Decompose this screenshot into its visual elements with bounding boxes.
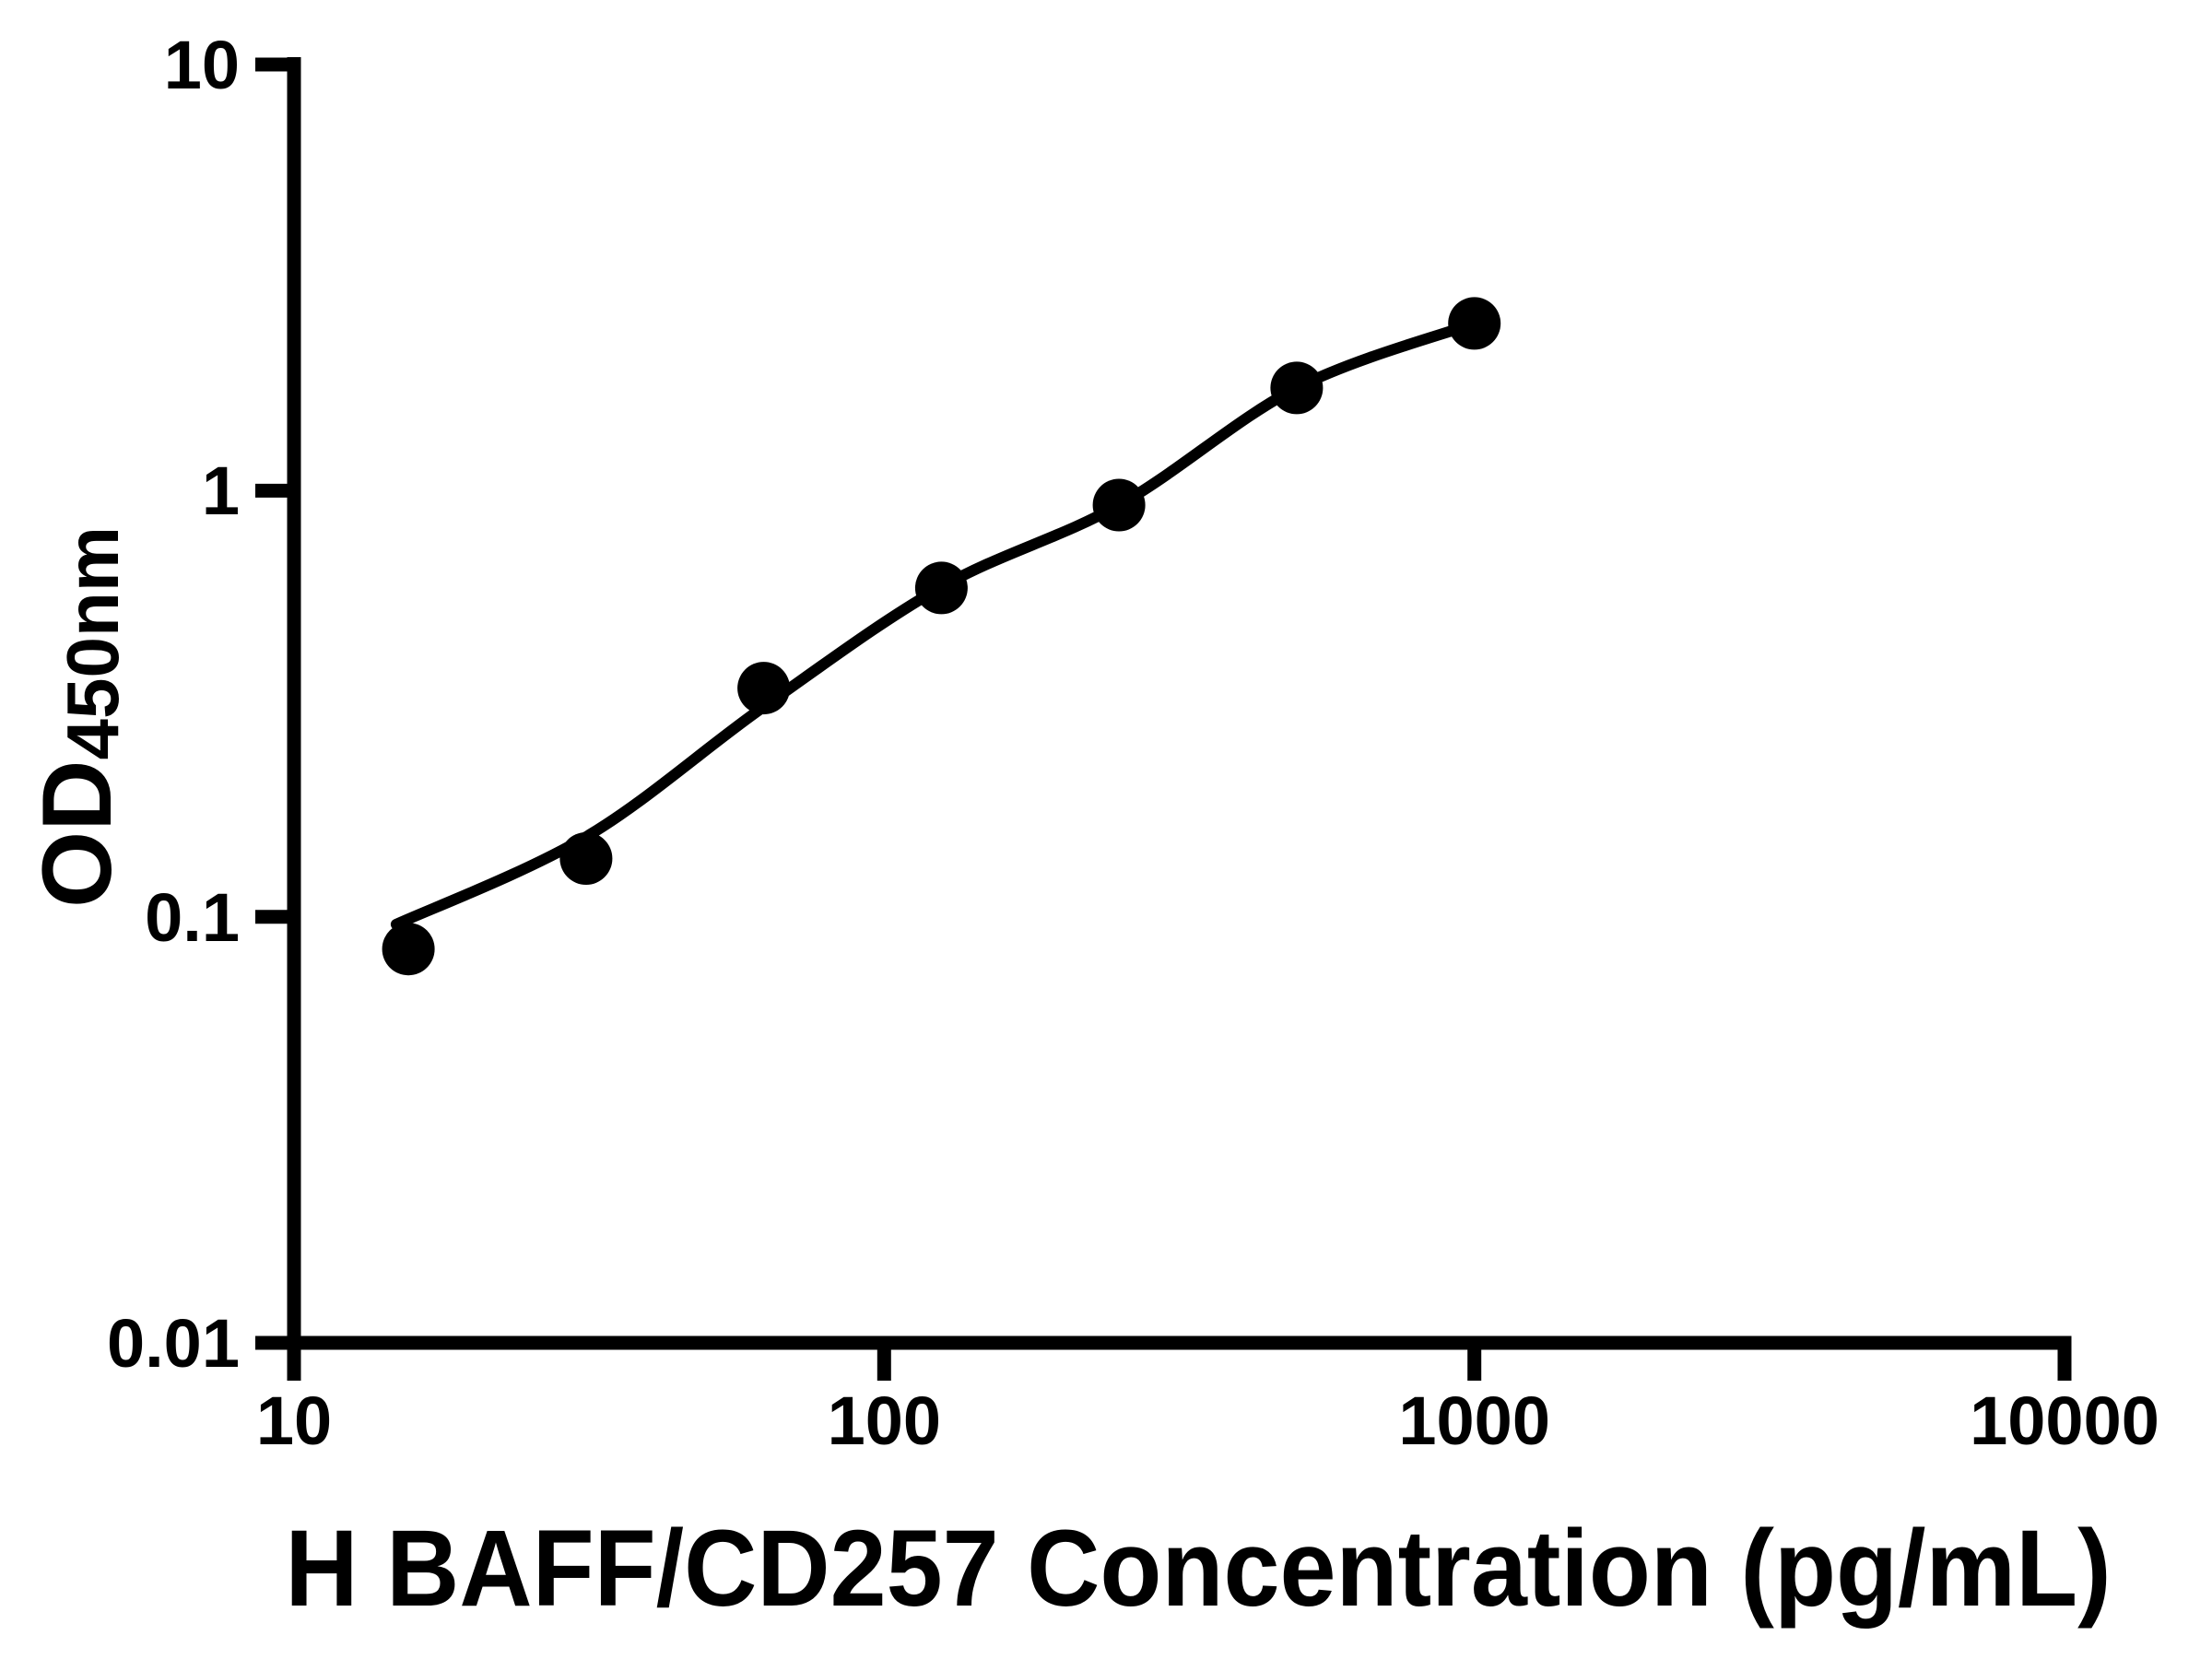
data-point bbox=[382, 923, 435, 976]
x-axis-title-group: H BAFF/CD257 Concentration (pg/mL) bbox=[285, 1508, 2111, 1630]
x-axis-title: H BAFF/CD257 Concentration (pg/mL) bbox=[285, 1508, 2111, 1630]
data-points bbox=[382, 297, 1501, 976]
x-tick-label-10000: 10000 bbox=[1970, 1382, 2159, 1459]
data-point bbox=[1092, 478, 1146, 532]
x-tick-label-100: 100 bbox=[828, 1382, 941, 1459]
y-tick-label-10: 10 bbox=[164, 27, 240, 103]
x-tick-labels: 10 100 1000 10000 bbox=[256, 1382, 2159, 1459]
x-tick-label-10: 10 bbox=[256, 1382, 332, 1459]
axes bbox=[287, 57, 2072, 1350]
y-axis-title-group: OD450nm bbox=[21, 526, 134, 908]
y-tick-label-1: 1 bbox=[202, 453, 240, 529]
y-axis-title-main: OD bbox=[21, 759, 132, 908]
data-point bbox=[559, 832, 613, 885]
x-tick-label-1000: 1000 bbox=[1398, 1382, 1550, 1459]
fit-curve bbox=[390, 317, 1480, 930]
data-point bbox=[1448, 297, 1501, 350]
data-point bbox=[914, 561, 968, 615]
y-axis-title: OD450nm bbox=[21, 526, 134, 908]
x-ticks bbox=[287, 1343, 2072, 1381]
y-tick-labels: 10 1 0.1 0.01 bbox=[107, 27, 240, 1382]
y-axis-title-subscript: 450nm bbox=[52, 526, 134, 759]
data-point bbox=[737, 662, 791, 715]
y-tick-label-0.01: 0.01 bbox=[107, 1305, 240, 1382]
y-tick-label-0.1: 0.1 bbox=[145, 879, 240, 956]
data-point bbox=[1270, 361, 1324, 415]
